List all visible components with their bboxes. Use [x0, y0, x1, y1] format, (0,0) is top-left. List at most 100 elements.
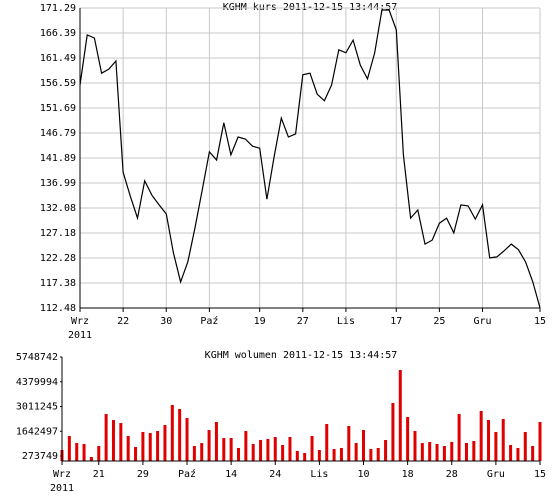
- y-tick-label: 132.08: [40, 203, 76, 214]
- bar: [325, 424, 329, 461]
- y-tick-label: 3011245: [16, 402, 58, 413]
- bar: [97, 446, 101, 461]
- y-tick-label: 136.99: [40, 178, 76, 189]
- bar: [251, 443, 255, 461]
- bar: [420, 442, 424, 461]
- bar: [104, 413, 108, 461]
- x-tick-label: Gru: [487, 469, 505, 480]
- y-tick-label: 171.29: [40, 3, 76, 14]
- bar: [295, 450, 299, 461]
- bar: [310, 435, 314, 461]
- bar: [435, 443, 439, 461]
- bar: [244, 431, 248, 461]
- bar: [362, 429, 366, 461]
- bar: [501, 418, 505, 461]
- x-tick-label: 15: [534, 316, 546, 327]
- bar: [266, 439, 270, 461]
- bar: [67, 435, 71, 461]
- x-tick-label: 10: [357, 469, 369, 480]
- y-tick-label: 122.28: [40, 253, 76, 264]
- bar: [376, 447, 380, 461]
- x-tick-label: 24: [269, 469, 281, 480]
- x-tick-label: Wrz: [53, 469, 71, 480]
- bar: [428, 442, 432, 461]
- bar: [281, 445, 285, 461]
- x-tick-label: 28: [446, 469, 458, 480]
- bar: [170, 405, 174, 461]
- y-tick-label: 1642497: [16, 426, 58, 437]
- bar: [229, 438, 233, 461]
- bar: [111, 420, 115, 461]
- y-tick-label: 156.59: [40, 78, 76, 89]
- x-tick-label: 21: [93, 469, 105, 480]
- y-tick-label: 127.18: [40, 228, 76, 239]
- bar: [509, 445, 513, 461]
- x-tick-label: 15: [534, 469, 546, 480]
- bar: [185, 417, 189, 461]
- y-tick-label: 141.89: [40, 153, 76, 164]
- x-tick-label: Paź: [178, 468, 196, 480]
- bar: [538, 421, 542, 461]
- y-tick-label: 166.39: [40, 28, 76, 39]
- bar: [192, 446, 196, 461]
- y-tick-label: 5748742: [16, 352, 58, 363]
- bar: [317, 450, 321, 461]
- bar: [82, 443, 86, 461]
- x-year-label: 2011: [68, 330, 92, 341]
- bar: [442, 446, 446, 461]
- bar: [472, 440, 476, 461]
- y-tick-label: 4379994: [16, 377, 58, 388]
- y-tick-label: 273749: [22, 451, 58, 462]
- bar: [273, 436, 277, 461]
- y-tick-label: 161.49: [40, 53, 76, 64]
- x-year-label: 2011: [50, 483, 74, 494]
- x-tick-label: 17: [390, 316, 402, 327]
- bar: [75, 442, 79, 461]
- x-tick-label: Gru: [473, 316, 491, 327]
- y-tick-label: 151.69: [40, 103, 76, 114]
- bar: [119, 423, 123, 461]
- bar: [516, 447, 520, 461]
- x-tick-label: 29: [137, 469, 149, 480]
- bar: [236, 447, 240, 461]
- bar: [163, 424, 167, 461]
- bar: [214, 421, 218, 461]
- x-tick-label: 27: [297, 316, 309, 327]
- x-tick-label: 30: [160, 316, 172, 327]
- bar: [178, 409, 182, 461]
- x-tick-label: Lis: [310, 469, 328, 480]
- x-tick-label: 22: [117, 316, 129, 327]
- bar: [457, 413, 461, 461]
- y-tick-label: 112.48: [40, 303, 76, 314]
- y-tick-label: 146.79: [40, 128, 76, 139]
- bar: [156, 431, 160, 461]
- bar: [141, 432, 145, 461]
- bar: [369, 449, 373, 461]
- x-tick-label: 14: [225, 469, 237, 480]
- x-tick-label: Wrz: [71, 316, 89, 327]
- bar: [303, 453, 307, 461]
- x-tick-label: 19: [254, 316, 266, 327]
- bar: [347, 425, 351, 461]
- bar: [339, 447, 343, 461]
- bar: [487, 420, 491, 461]
- bar: [384, 439, 388, 461]
- bar: [354, 442, 358, 461]
- price-line: [79, 9, 541, 309]
- bar: [494, 432, 498, 461]
- x-tick-label: 25: [433, 316, 445, 327]
- bar: [134, 446, 138, 461]
- bar: [523, 432, 527, 461]
- x-tick-label: Paź: [200, 315, 218, 327]
- bar: [531, 446, 535, 461]
- bar: [200, 442, 204, 461]
- bar: [222, 438, 226, 461]
- y-tick-label: 117.38: [40, 278, 76, 289]
- bar: [479, 410, 483, 461]
- bar: [288, 436, 292, 461]
- x-tick-label: 18: [402, 469, 414, 480]
- bar: [126, 435, 130, 461]
- bar: [148, 432, 152, 461]
- chart-title: KGHM wolumen 2011-12-15 13:44:57: [205, 350, 398, 361]
